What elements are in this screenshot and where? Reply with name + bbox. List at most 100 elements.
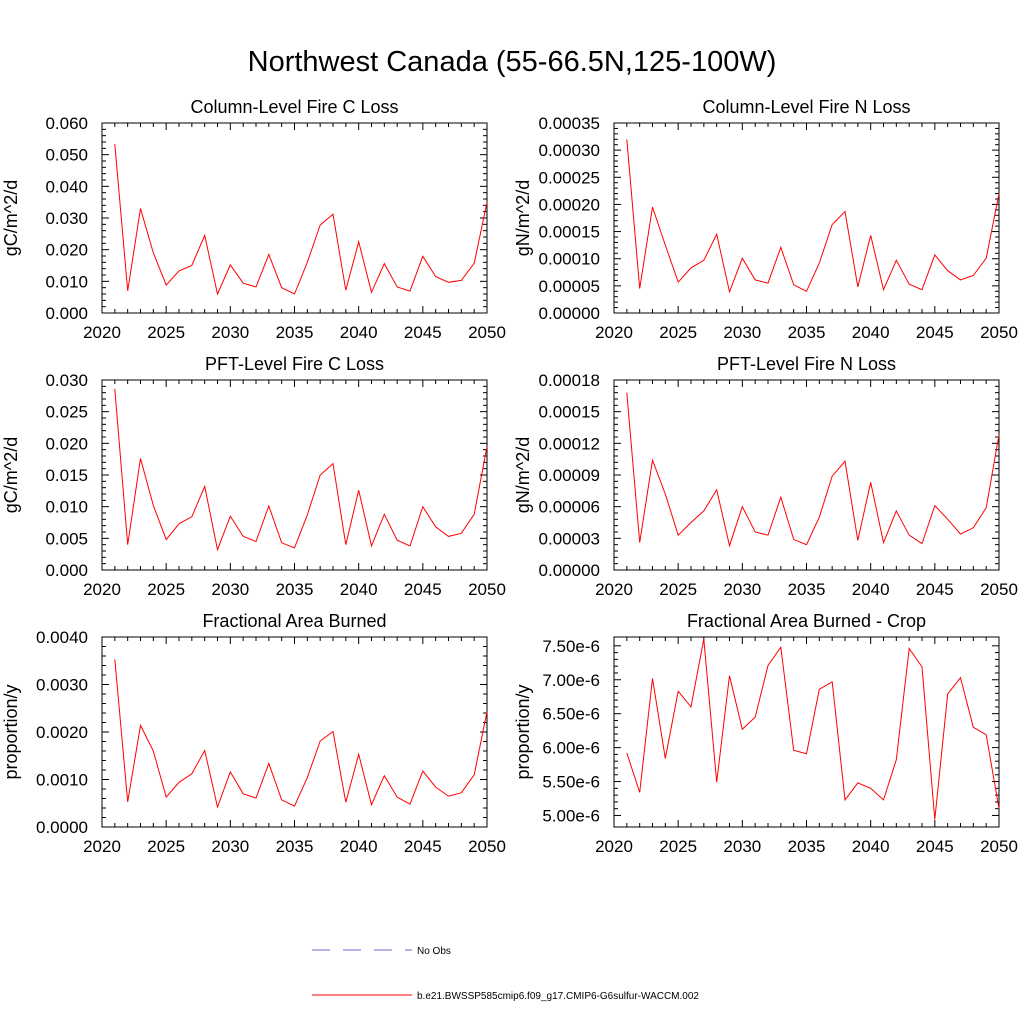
chart-6-xtick-label: 2025 [659,837,697,856]
chart-3-ytick-label: 0.020 [45,434,88,453]
chart-2-ylabel: gN/m^2/d [513,180,533,256]
chart-5-ytick-label: 0.0000 [36,818,88,837]
chart-4-ytick-label: 0.00012 [539,434,600,453]
chart-3-series-line [114,388,488,552]
chart-1-ytick-label: 0.010 [45,272,88,291]
chart-3-xtick-label: 2020 [83,580,121,599]
chart-1-xtick-label: 2040 [340,323,378,342]
chart-4-ytick-label: 0.00018 [539,371,600,390]
chart-4-ytick-label: 0.00006 [539,498,600,517]
chart-1-xtick-label: 2020 [83,323,121,342]
chart-3-xtick-label: 2030 [211,580,249,599]
chart-4-xtick-label: 2025 [659,580,697,599]
chart-1-title: Column-Level Fire C Loss [190,97,398,117]
chart-6-ytick-label: 7.00e-6 [542,671,600,690]
chart-4-ylabel: gN/m^2/d [513,437,533,513]
chart-5-xtick-label: 2050 [468,837,506,856]
chart-5-xtick-label: 2045 [404,837,442,856]
chart-3-title: PFT-Level Fire C Loss [205,354,384,374]
chart-5-xtick-label: 2040 [340,837,378,856]
chart-2-xtick-label: 2025 [659,323,697,342]
chart-1-xtick-label: 2050 [468,323,506,342]
chart-4-ytick-label: 0.00003 [539,529,600,548]
chart-3-ytick-label: 0.015 [45,466,88,485]
chart-2-ytick-label: 0.00035 [539,114,600,133]
chart-5-ytick-label: 0.0010 [36,771,88,790]
chart-1-ytick-label: 0.030 [45,209,88,228]
chart-2-xtick-label: 2035 [788,323,826,342]
page-title: Northwest Canada (55-66.5N,125-100W) [247,46,777,78]
chart-3-ytick-label: 0.010 [45,498,88,517]
chart-3-ylabel: gC/m^2/d [1,437,21,513]
chart-6-ytick-label: 7.50e-6 [542,637,600,656]
chart-2-frame [613,122,1000,314]
chart-2-xtick-label: 2045 [916,323,954,342]
chart-1-ytick-label: 0.050 [45,146,88,165]
chart-5-xtick-label: 2030 [211,837,249,856]
chart-1-xtick-label: 2045 [404,323,442,342]
chart-4-frame [613,379,1000,571]
chart-6-series-line [626,638,1000,820]
chart-5-ylabel: proportion/y [1,684,21,779]
chart-2-series-line [626,139,1000,294]
chart-6-title: Fractional Area Burned - Crop [687,611,926,631]
chart-3-ytick-label: 0.005 [45,529,88,548]
chart-1-xtick-label: 2035 [276,323,314,342]
chart-6-ytick-label: 5.50e-6 [542,773,600,792]
chart-1-ytick-label: 0.060 [45,114,88,133]
chart-3-ytick-label: 0.000 [45,561,88,580]
chart-1-ytick-label: 0.000 [45,304,88,323]
chart-1-ytick-label: 0.040 [45,177,88,196]
chart-6-xtick-label: 2035 [788,837,826,856]
chart-5-frame [101,636,488,828]
chart-3-ytick-label: 0.030 [45,371,88,390]
chart-6-xtick-label: 2045 [916,837,954,856]
chart-4-xtick-label: 2050 [980,580,1018,599]
chart-2-ytick-label: 0.00030 [539,141,600,160]
chart-6-ytick-label: 6.00e-6 [542,739,600,758]
chart-4-xtick-label: 2040 [852,580,890,599]
chart-5-ytick-label: 0.0020 [36,723,88,742]
chart-5-ytick-label: 0.0040 [36,628,88,647]
chart-4-xtick-label: 2030 [723,580,761,599]
chart-4-series-line [626,392,1000,548]
chart-1-xtick-label: 2030 [211,323,249,342]
chart-4-xtick-label: 2020 [595,580,633,599]
chart-2-xtick-label: 2030 [723,323,761,342]
legend-label-run: b.e21.BWSSP585cmip6.f09_g17.CMIP6-G6sulf… [417,991,699,1002]
chart-5-title: Fractional Area Burned [202,611,386,631]
chart-1-ytick-label: 0.020 [45,241,88,260]
chart-5-xtick-label: 2020 [83,837,121,856]
chart-5-xtick-label: 2025 [147,837,185,856]
chart-4-title: PFT-Level Fire N Loss [717,354,896,374]
chart-2-ytick-label: 0.00010 [539,250,600,269]
chart-4-ytick-label: 0.00015 [539,403,600,422]
legend-label-no-obs: No Obs [417,946,451,957]
chart-6-frame [613,636,1000,828]
chart-3-frame [101,379,488,571]
chart-6-ytick-label: 5.00e-6 [542,806,600,825]
chart-4-ytick-label: 0.00009 [539,466,600,485]
chart-1-ylabel: gC/m^2/d [1,180,21,256]
chart-5-xtick-label: 2035 [276,837,314,856]
chart-4-xtick-label: 2045 [916,580,954,599]
chart-6-xtick-label: 2040 [852,837,890,856]
chart-6-xtick-label: 2030 [723,837,761,856]
chart-2-ytick-label: 0.00025 [539,168,600,187]
chart-6-ylabel: proportion/y [513,684,533,779]
chart-2-ytick-label: 0.00020 [539,195,600,214]
chart-3-xtick-label: 2035 [276,580,314,599]
chart-3-xtick-label: 2045 [404,580,442,599]
chart-2-ytick-label: 0.00005 [539,277,600,296]
chart-4-ytick-label: 0.00000 [539,561,600,580]
chart-2-xtick-label: 2040 [852,323,890,342]
chart-2-xtick-label: 2050 [980,323,1018,342]
chart-1-series-line [114,144,488,296]
chart-5-series-line [114,659,488,809]
chart-4-xtick-label: 2035 [788,580,826,599]
chart-1-xtick-label: 2025 [147,323,185,342]
chart-3-ytick-label: 0.025 [45,403,88,422]
chart-6-xtick-label: 2050 [980,837,1018,856]
chart-2-ytick-label: 0.00000 [539,304,600,323]
chart-2-title: Column-Level Fire N Loss [702,97,910,117]
